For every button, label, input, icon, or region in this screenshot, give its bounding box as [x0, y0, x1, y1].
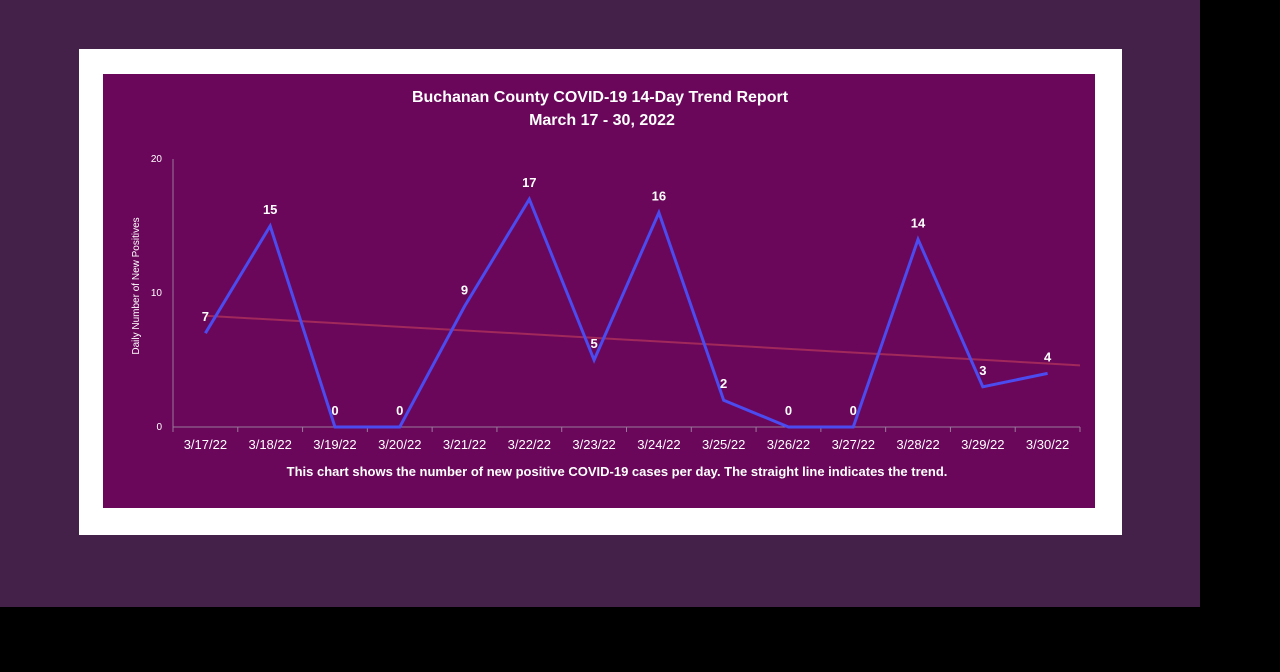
x-tick-labels: 3/17/22 3/18/22 3/19/22 3/20/22 3/21/22 3/22/…: [172, 427, 1081, 452]
x-tick-label: 3/26/22: [767, 437, 810, 452]
data-label: 7: [202, 309, 209, 324]
x-tick-label: 3/17/22: [184, 437, 227, 452]
data-label: 2: [720, 376, 727, 391]
data-label: 0: [850, 403, 857, 418]
x-tick-label: 3/29/22: [961, 437, 1004, 452]
data-label: 15: [263, 202, 277, 217]
x-tick-label: 3/18/22: [248, 437, 291, 452]
trendline-group: [205, 314, 1081, 367]
x-tick-label: 3/20/22: [378, 437, 421, 452]
x-tick-label: 3/27/22: [832, 437, 875, 452]
data-label: 14: [911, 215, 926, 230]
series-group: [204, 195, 1048, 429]
x-tick-label: 3/30/22: [1026, 437, 1069, 452]
data-label: 0: [785, 403, 792, 418]
data-label: 0: [331, 403, 338, 418]
x-tick-label: 3/28/22: [896, 437, 939, 452]
y-axis-label: Daily Number of New Positives: [131, 217, 142, 354]
x-tick-label: 3/24/22: [637, 437, 680, 452]
data-label: 16: [652, 189, 666, 204]
data-label: 5: [590, 336, 597, 351]
y-tick-labels: 0 10 20: [151, 154, 163, 433]
data-label: 3: [979, 363, 986, 378]
chart-panel: [103, 74, 1095, 508]
data-label: 4: [1044, 349, 1052, 364]
x-tick-label: 3/19/22: [313, 437, 356, 452]
trendline: [205, 314, 1081, 367]
y-tick-label: 20: [151, 154, 163, 165]
y-tick-label: 10: [151, 288, 163, 299]
data-labels: 7 15 0 0 9 17 5 16 2 0 0 14 3 4: [202, 175, 1052, 418]
data-label: 0: [396, 403, 403, 418]
chart-title: Buchanan County COVID-19 14-Day Trend Re…: [412, 89, 789, 106]
x-tick-label: 3/25/22: [702, 437, 745, 452]
series-line: [204, 195, 1048, 429]
data-label: 9: [461, 282, 468, 297]
x-tick-label: 3/23/22: [572, 437, 615, 452]
y-tick-label: 0: [156, 422, 162, 433]
x-tick-label: 3/22/22: [508, 437, 551, 452]
chart-subtitle: March 17 - 30, 2022: [529, 112, 675, 129]
chart-caption: This chart shows the number of new posit…: [287, 464, 948, 479]
x-tick-label: 3/21/22: [443, 437, 486, 452]
data-label: 17: [522, 175, 536, 190]
